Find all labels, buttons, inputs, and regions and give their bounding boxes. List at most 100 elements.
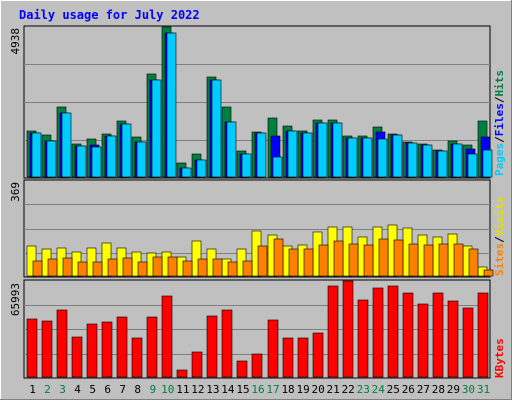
x-tick-label-4: 4 [74, 383, 81, 396]
bar-pages-day-17 [272, 156, 283, 178]
x-tick-label-13: 13 [206, 383, 219, 396]
bar-kbytes-day-26 [402, 292, 414, 378]
bar-kbytes-day-9 [146, 316, 158, 378]
bar-pages-day-25 [392, 134, 403, 178]
bar-sites-day-30 [468, 248, 479, 277]
x-tick-label-29: 29 [447, 383, 460, 396]
bar-pages-day-22 [347, 137, 358, 178]
bar-pages-day-18 [287, 130, 298, 178]
bar-kbytes-day-23 [357, 299, 369, 378]
legend-files: Files [493, 103, 506, 136]
bar-sites-day-20 [318, 244, 329, 277]
bar-sites-day-8 [137, 261, 148, 277]
x-tick-label-3: 3 [59, 383, 66, 396]
bar-sites-day-15 [242, 260, 253, 277]
bar-pages-day-12 [196, 159, 207, 178]
bar-kbytes-day-4 [71, 336, 83, 378]
bar-pages-day-31 [482, 149, 493, 178]
bar-kbytes-day-21 [327, 285, 339, 378]
x-tick-label-5: 5 [89, 383, 96, 396]
bar-sites-day-7 [122, 257, 133, 277]
bar-sites-day-13 [212, 258, 223, 277]
bar-pages-day-29 [452, 143, 463, 178]
bar-pages-day-13 [211, 79, 222, 178]
bar-kbytes-day-18 [282, 337, 294, 378]
x-tick-label-19: 19 [296, 383, 309, 396]
x-tick-label-12: 12 [191, 383, 204, 396]
bar-kbytes-day-13 [206, 315, 218, 378]
x-tick-label-1: 1 [29, 383, 36, 396]
bar-sites-day-1 [32, 260, 43, 277]
x-tick-label-26: 26 [402, 383, 415, 396]
x-tick-label-16: 16 [251, 383, 264, 396]
bar-kbytes-day-5 [86, 323, 98, 378]
x-tick-label-30: 30 [462, 383, 475, 396]
bar-kbytes-day-25 [387, 285, 399, 378]
x-tick-label-9: 9 [149, 383, 156, 396]
bar-sites-day-29 [453, 243, 464, 277]
bar-pages-day-4 [76, 145, 87, 178]
bar-pages-day-7 [121, 123, 132, 178]
bar-sites-day-31 [483, 269, 494, 277]
legend-sep-2: / [493, 96, 506, 103]
bar-sites-day-2 [47, 258, 58, 277]
bar-pages-day-21 [332, 122, 343, 178]
bar-pages-day-8 [136, 141, 147, 178]
bar-pages-day-24 [377, 138, 388, 178]
bar-kbytes-day-19 [297, 337, 309, 378]
bar-kbytes-day-20 [312, 332, 324, 378]
bar-kbytes-day-12 [191, 351, 203, 378]
bar-sites-day-14 [227, 261, 238, 277]
legend-hits: Hits [493, 70, 506, 97]
bar-pages-day-23 [362, 137, 373, 178]
bar-pages-day-28 [437, 150, 448, 178]
bar-visits-day-12 [191, 240, 202, 277]
bar-kbytes-day-8 [131, 337, 143, 378]
bar-pages-day-15 [241, 153, 252, 178]
x-tick-label-21: 21 [327, 383, 340, 396]
bar-kbytes-day-29 [447, 300, 459, 378]
legend-sep-3: / [493, 236, 506, 243]
bar-kbytes-day-24 [372, 287, 384, 378]
x-tick-label-2: 2 [44, 383, 51, 396]
bar-kbytes-day-17 [267, 319, 279, 378]
bar-sites-day-18 [288, 248, 299, 277]
bar-sites-day-3 [62, 257, 73, 277]
bar-pages-day-10 [166, 32, 177, 178]
x-tick-label-18: 18 [281, 383, 294, 396]
bar-pages-day-20 [317, 122, 328, 178]
bar-kbytes-day-27 [417, 303, 429, 378]
bar-sites-day-11 [182, 260, 193, 277]
bar-sites-day-21 [333, 240, 344, 277]
bar-kbytes-day-7 [116, 316, 128, 378]
bar-pages-day-3 [61, 112, 72, 178]
bar-pages-day-27 [422, 144, 433, 178]
bar-sites-day-27 [423, 244, 434, 277]
bar-sites-day-25 [393, 239, 404, 277]
bar-pages-day-30 [467, 153, 478, 178]
bar-kbytes-day-11 [176, 369, 188, 378]
legend-sep-1: / [493, 136, 506, 143]
bar-sites-day-16 [257, 245, 268, 277]
x-tick-label-15: 15 [236, 383, 249, 396]
legend-visits: Visits [493, 197, 506, 237]
bar-sites-day-24 [378, 238, 389, 277]
panel-hits-max-label: 4938 [9, 28, 22, 55]
legend-pages: Pages [493, 143, 506, 176]
x-tick-label-28: 28 [432, 383, 445, 396]
panel-kbytes-max-label: 65993 [9, 283, 22, 316]
bar-sites-day-9 [152, 256, 163, 277]
bar-pages-day-16 [256, 132, 267, 178]
bar-sites-day-23 [363, 244, 374, 277]
chart-title: Daily usage for July 2022 [19, 8, 200, 22]
bar-pages-day-6 [106, 135, 117, 178]
bar-sites-day-5 [92, 261, 103, 277]
bar-kbytes-day-31 [477, 292, 489, 378]
x-tick-label-24: 24 [372, 383, 386, 396]
legend-hits-panel: Pages/Files/Hits [493, 70, 506, 176]
x-tick-label-22: 22 [342, 383, 355, 396]
bar-kbytes-day-22 [342, 280, 354, 378]
bar-pages-day-11 [181, 167, 192, 178]
legend-visits-panel: Sites/Visits [493, 197, 506, 277]
